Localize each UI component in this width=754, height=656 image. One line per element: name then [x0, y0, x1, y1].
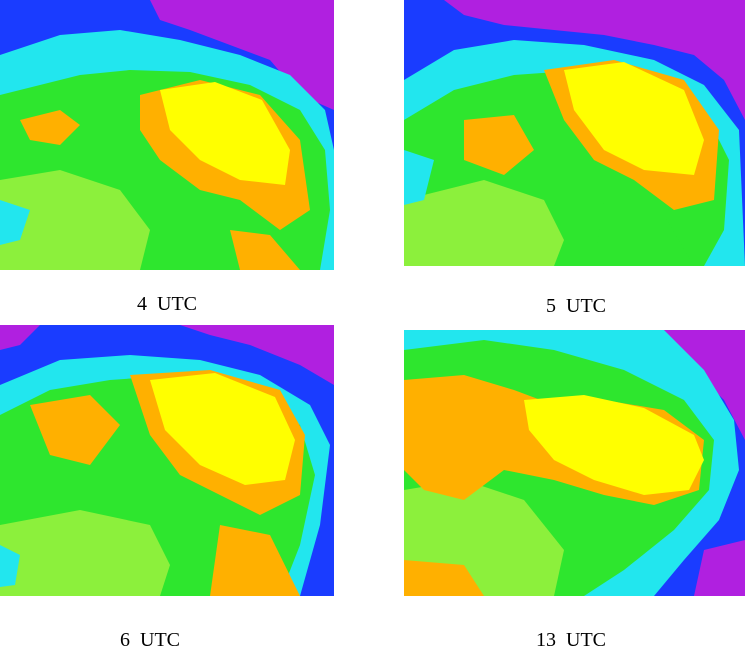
satellite-image-13utc: [404, 330, 745, 596]
satellite-panel-5utc: [404, 0, 745, 266]
panel-caption-13utc: 13 UTC: [536, 629, 606, 651]
satellite-image-4utc: [0, 0, 334, 270]
satellite-panel-6utc: [0, 325, 334, 596]
satellite-panel-13utc: [404, 330, 745, 596]
satellite-image-6utc: [0, 325, 334, 596]
panel-caption-5utc: 5 UTC: [546, 295, 606, 317]
panel-caption-4utc: 4 UTC: [137, 293, 197, 315]
panel-caption-6utc: 6 UTC: [120, 629, 180, 651]
satellite-image-5utc: [404, 0, 745, 266]
satellite-panel-4utc: [0, 0, 334, 270]
